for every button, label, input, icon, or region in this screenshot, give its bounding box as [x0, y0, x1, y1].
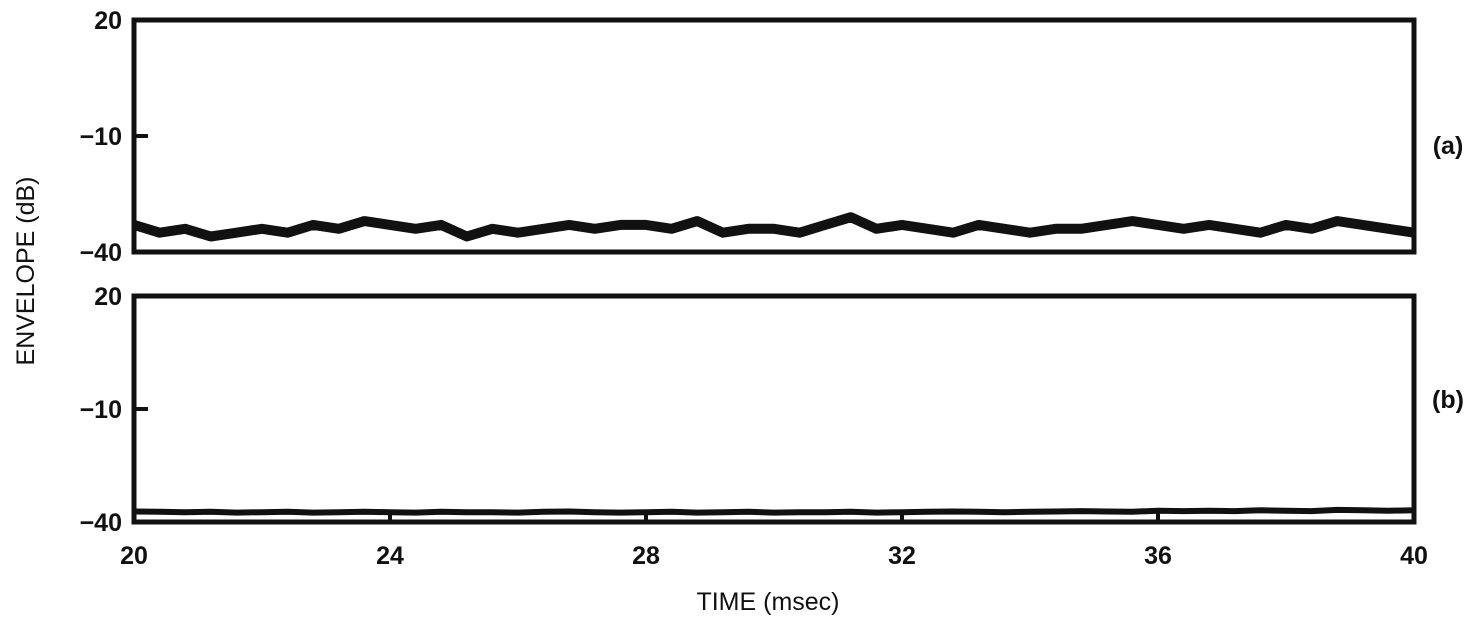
panel-a-ytick-label: 20	[94, 7, 122, 35]
panel-b-ytick-label: −10	[80, 396, 122, 424]
panel-a-ytick-label: −10	[80, 123, 122, 151]
panel-b-xtick-label: 32	[888, 542, 916, 570]
panel-b-yticks: 20 −10 −40	[80, 283, 148, 537]
panel-a-frame	[131, 17, 1417, 255]
panel-b-frame	[131, 293, 1417, 525]
panel-a-trace	[132, 212, 1415, 242]
panel-b-xticks: 20 24 28 32 36 40	[120, 510, 1428, 570]
panel-a-yticks: 20 −10 −40	[80, 7, 148, 267]
panel-b-xtick-label: 28	[632, 542, 660, 570]
panel-b: 20 −10 −40 20 24 28 32 36 40 (b)	[80, 283, 1464, 570]
x-axis-title: TIME (msec)	[696, 588, 839, 616]
panel-b-xtick-label: 36	[1144, 542, 1172, 570]
panel-b-xtick-label: 20	[120, 542, 148, 570]
panel-b-series-line-0	[133, 506, 1415, 516]
panel-a: 20 −10 −40 (a)	[80, 7, 1464, 267]
panel-a-series-line-0	[132, 212, 1415, 242]
panel-b-ytick-label: −40	[80, 509, 122, 537]
panel-a-ytick-label: −40	[80, 239, 122, 267]
panel-b-ytick-label: 20	[94, 283, 122, 311]
panel-b-xtick-label: 24	[376, 542, 404, 570]
panel-b-xtick-label: 40	[1400, 542, 1428, 570]
panel-a-tag: (a)	[1433, 132, 1464, 160]
panel-b-tag: (b)	[1432, 386, 1464, 414]
panel-b-trace	[133, 506, 1415, 516]
y-axis-title: ENVELOPE (dB)	[12, 177, 40, 366]
